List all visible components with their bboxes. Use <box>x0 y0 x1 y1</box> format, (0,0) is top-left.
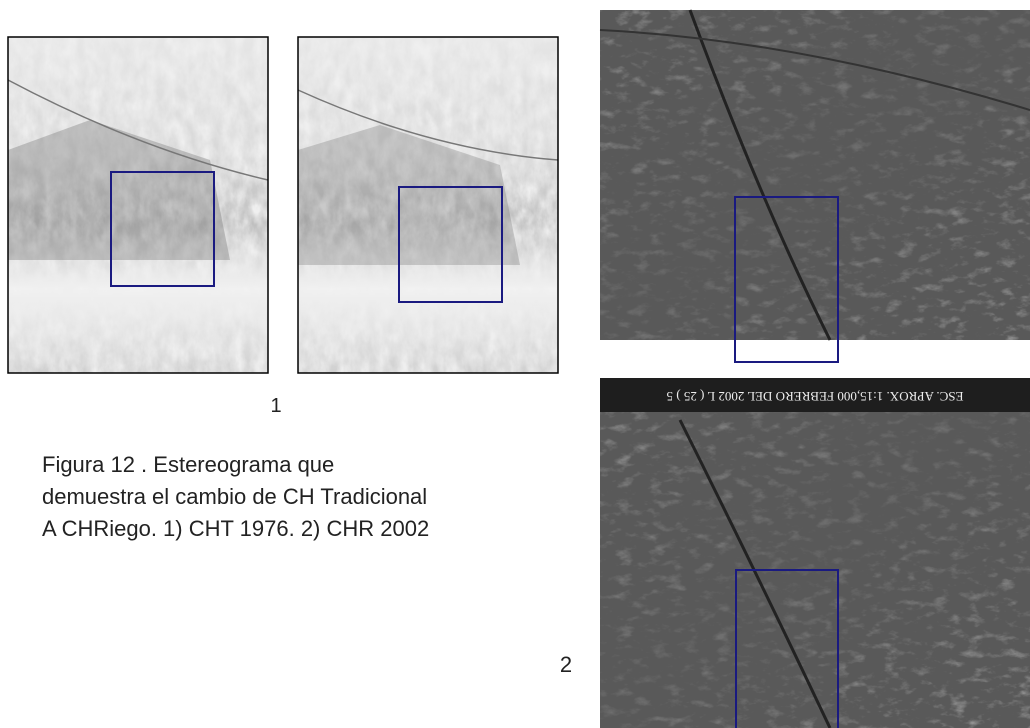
caption-line: A CHRiego. 1) CHT 1976. 2) CHR 2002 <box>42 516 429 541</box>
highlight-box <box>735 569 839 728</box>
highlight-box <box>398 186 503 303</box>
aerial-photo-2002-b: ESC. APROX. 1:15,000 FEBRERO DEL 2002 L … <box>600 378 1030 728</box>
caption-line: demuestra el cambio de CH Tradicional <box>42 484 427 509</box>
aerial-photo-1976-a <box>7 36 269 374</box>
caption-line: Figura 12 . Estereograma que <box>42 452 334 477</box>
photo-strip-text: ESC. APROX. 1:15,000 FEBRERO DEL 2002 L … <box>667 389 964 404</box>
highlight-box <box>110 171 215 287</box>
highlight-box <box>734 196 839 363</box>
aerial-photo-1976-b <box>297 36 559 374</box>
panel-label: 2 <box>560 652 572 677</box>
panel-label: 1 <box>270 395 281 417</box>
aerial-photo-2002-a <box>599 9 1030 363</box>
